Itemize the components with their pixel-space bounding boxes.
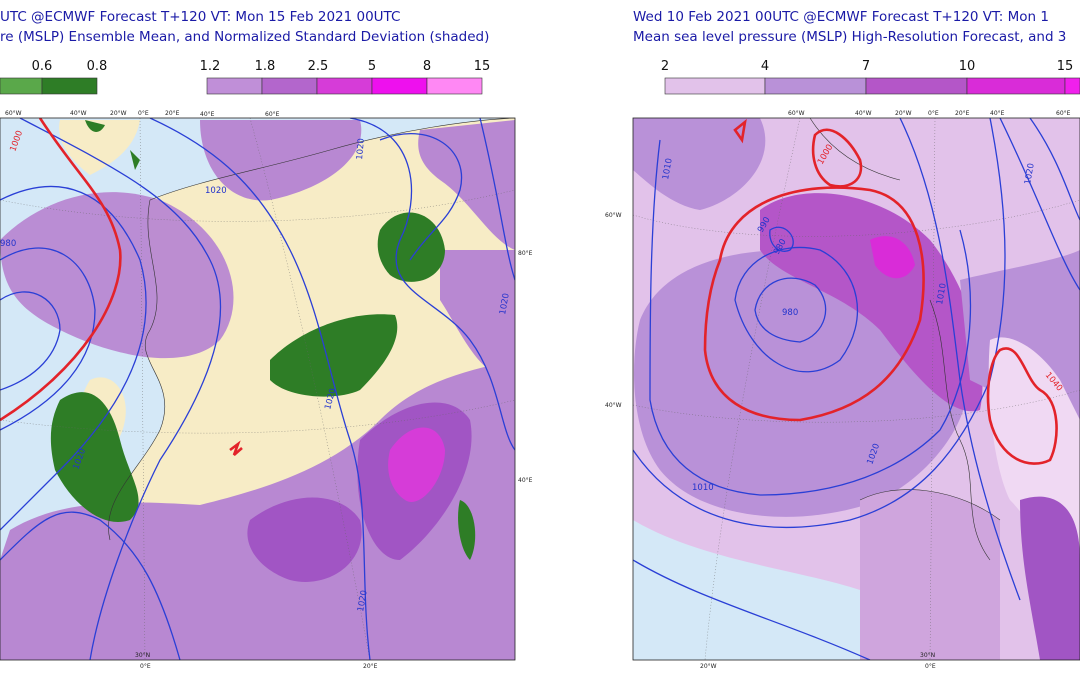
legend-label: 7 xyxy=(862,59,870,74)
shading xyxy=(440,250,515,380)
shading xyxy=(247,497,362,582)
grid-label: 80°E xyxy=(518,250,533,257)
legend-label: 0.8 xyxy=(87,59,108,74)
grid-label: 40°E xyxy=(518,477,533,484)
grid-label: 30°N xyxy=(135,652,150,659)
legend-swatch xyxy=(41,77,98,95)
shading xyxy=(200,120,362,201)
grid-label: 0°E xyxy=(925,663,936,670)
isobar-label: 1020 xyxy=(356,589,370,612)
legend-swatch xyxy=(865,77,968,95)
legend-swatch xyxy=(206,77,263,95)
legend-label: 15 xyxy=(474,59,491,74)
right-title-2: Mean sea level pressure (MSLP) High-Reso… xyxy=(633,29,1066,45)
legend-swatch xyxy=(966,77,1066,95)
isobar-label: 1010 xyxy=(935,282,949,305)
legend-label: 8 xyxy=(423,59,431,74)
grid-label: 40°E xyxy=(990,110,1005,117)
left-map xyxy=(0,118,515,660)
isobar-1000 xyxy=(0,118,243,456)
shading-green xyxy=(270,314,398,397)
legend-swatch xyxy=(1064,77,1080,95)
shading xyxy=(1020,496,1080,660)
grid-label: 20°E xyxy=(363,663,378,670)
shading xyxy=(860,489,1000,660)
isobars xyxy=(633,118,1080,660)
legend-swatch xyxy=(316,77,373,95)
right-title-1: Wed 10 Feb 2021 00UTC @ECMWF Forecast T+… xyxy=(633,9,1049,25)
legend-swatch xyxy=(764,77,867,95)
left-map-frame xyxy=(0,117,516,661)
isobars xyxy=(0,118,515,660)
grid-label: 40°W xyxy=(70,110,87,117)
coastlines xyxy=(809,118,1001,561)
shading-green xyxy=(50,392,139,522)
isobar-label: 1020 xyxy=(355,138,367,160)
shading xyxy=(388,427,445,502)
isobar-label: 1020 xyxy=(1023,162,1037,185)
legend-label: 2 xyxy=(661,59,669,74)
shading-green xyxy=(377,212,445,282)
legend-label: 1.8 xyxy=(255,59,276,74)
isobar-label: 1020 xyxy=(205,186,227,196)
legend-swatch xyxy=(371,77,428,95)
isobar-label: 1010 xyxy=(661,157,675,180)
legend-label: 2.5 xyxy=(308,59,329,74)
right-map xyxy=(633,118,1080,660)
legend-label: 4 xyxy=(761,59,769,74)
grid-label: 60°E xyxy=(1056,110,1071,117)
legend-swatch xyxy=(664,77,766,95)
grid-label: 60°E xyxy=(265,111,280,118)
grid-label: 20°W xyxy=(895,110,912,117)
legend-label: 15 xyxy=(1057,59,1074,74)
isobar-label: 980 xyxy=(782,308,798,318)
isobar-label: 1020 xyxy=(498,292,512,315)
grid-label: 30°N xyxy=(920,652,935,659)
legend-swatch xyxy=(261,77,318,95)
grid-label: 60°W xyxy=(605,212,622,219)
shading xyxy=(418,120,515,250)
right-map-frame xyxy=(632,117,1080,661)
grid-label: 40°W xyxy=(855,110,872,117)
grid-label: 20°E xyxy=(165,110,180,117)
grid-label: 40°W xyxy=(605,402,622,409)
grid-label: 0°E xyxy=(138,110,149,117)
shading xyxy=(760,193,983,412)
ocean xyxy=(633,520,860,660)
shading-green xyxy=(458,500,476,560)
legend-label: 0.6 xyxy=(32,59,53,74)
grid-label: 60°W xyxy=(788,110,805,117)
legend-label: 1.2 xyxy=(200,59,221,74)
legend-swatch xyxy=(0,77,43,95)
land xyxy=(59,120,140,175)
grid-label: 60°W xyxy=(5,110,22,117)
right-legend: 2 4 7 10 15 xyxy=(661,59,1080,95)
shading xyxy=(870,236,915,279)
graticule xyxy=(0,118,515,660)
left-title-2: re (MSLP) Ensemble Mean, and Normalized … xyxy=(0,29,489,45)
grid-label: 20°W xyxy=(700,663,717,670)
legend-swatch xyxy=(426,77,483,95)
isobar-label: 1010 xyxy=(692,483,714,493)
grid-label: 0°E xyxy=(140,663,151,670)
grid-label: 0°E xyxy=(928,110,939,117)
legend-label: 10 xyxy=(959,59,976,74)
grid-label: 20°W xyxy=(110,110,127,117)
grid-label: 40°E xyxy=(200,111,215,118)
left-legend: 0.6 0.8 1.2 1.8 2.5 5 8 15 xyxy=(0,59,491,95)
grid-label: 20°E xyxy=(955,110,970,117)
shading xyxy=(633,118,766,210)
isobar-1000 xyxy=(703,118,1058,465)
legend-label: 5 xyxy=(368,59,376,74)
left-title-1: UTC @ECMWF Forecast T+120 VT: Mon 15 Feb… xyxy=(0,9,400,25)
isobar-label: 980 xyxy=(0,239,16,249)
shading-green xyxy=(85,120,140,170)
